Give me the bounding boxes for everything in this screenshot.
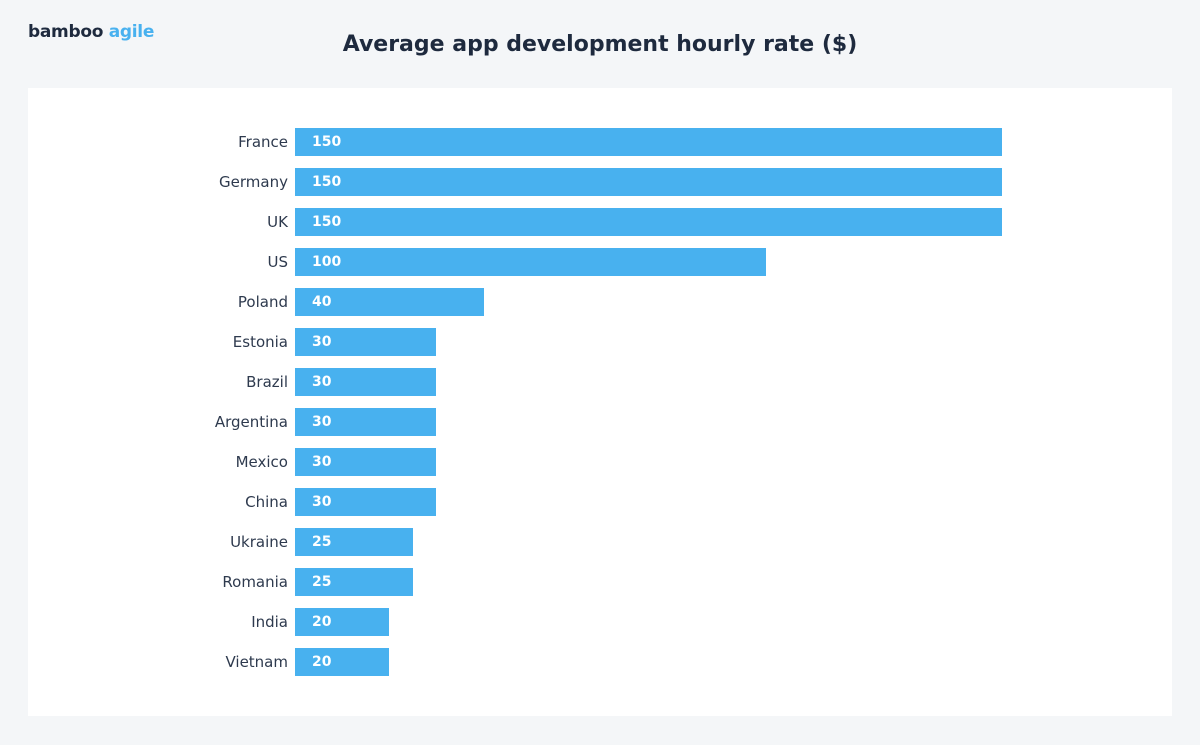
data-label: 25 [312, 534, 332, 550]
bar [295, 408, 437, 436]
bar [295, 448, 437, 476]
bar [295, 488, 437, 516]
category-label: Vietnam [225, 653, 288, 671]
data-label: 40 [312, 294, 332, 310]
bar [295, 288, 484, 316]
bar [295, 128, 1002, 156]
chart-title: Average app development hourly rate ($) [342, 32, 858, 57]
category-label: Poland [237, 293, 288, 311]
category-label: Ukraine [230, 533, 288, 551]
bar [295, 368, 437, 396]
bar [295, 648, 390, 676]
data-label: 150 [312, 214, 342, 230]
data-label: 30 [312, 414, 332, 430]
category-label: Romania [222, 573, 288, 591]
bar [295, 528, 413, 556]
category-label: Mexico [235, 453, 288, 471]
bar [295, 208, 1002, 236]
bar [295, 568, 413, 596]
bar [295, 248, 767, 276]
category-label: US [267, 253, 288, 271]
category-label: Brazil [246, 373, 288, 391]
data-label: 150 [312, 174, 342, 190]
bar [295, 608, 390, 636]
data-label: 100 [312, 254, 342, 270]
data-label: 20 [312, 614, 332, 630]
data-label: 30 [312, 334, 332, 350]
chart-area: France 150 Germany 150 UK 150 US 100 Poland 40 Est… [28, 88, 1172, 716]
logo-part2: agile [108, 22, 155, 42]
category-label: Estonia [232, 333, 288, 351]
data-label: 20 [312, 654, 332, 670]
data-label: 30 [312, 374, 332, 390]
category-label: Germany [219, 173, 288, 191]
data-label: 25 [312, 574, 332, 590]
bar [295, 328, 437, 356]
category-label: UK [267, 213, 288, 231]
category-label: France [238, 133, 288, 151]
category-label: India [251, 613, 288, 631]
logo: bamboo agile [28, 22, 154, 42]
data-label: 30 [312, 494, 332, 510]
logo-part1: bamboo [28, 22, 104, 42]
bar [295, 168, 1002, 196]
category-label: Argentina [214, 413, 288, 431]
data-label: 30 [312, 454, 332, 470]
category-label: China [245, 493, 288, 511]
data-label: 150 [312, 134, 342, 150]
